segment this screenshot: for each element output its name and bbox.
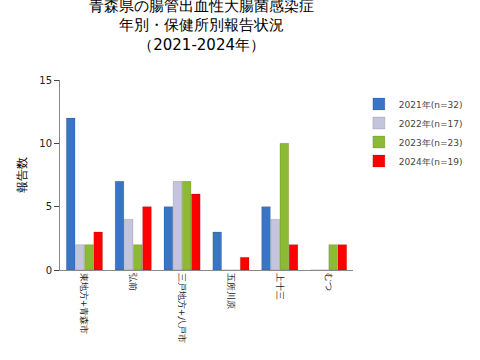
svg-text:五所川原: 五所川原: [226, 273, 236, 309]
svg-text:2024年(n=19): 2024年(n=19): [399, 157, 463, 167]
svg-text:東地方+青森市: 東地方+青森市: [79, 273, 89, 335]
svg-text:上十三: 上十三: [275, 273, 285, 300]
svg-text:10: 10: [39, 138, 52, 149]
svg-text:0: 0: [46, 265, 52, 276]
svg-text:15: 15: [39, 75, 52, 86]
svg-text:2023年(n=23): 2023年(n=23): [399, 138, 463, 148]
svg-text:5: 5: [46, 201, 52, 212]
svg-text:報告数: 報告数: [15, 157, 29, 193]
svg-text:三戸地方+八戸市: 三戸地方+八戸市: [177, 273, 187, 344]
svg-text:青森県の腸管出血性大腸菌感染症年別・保健所別報告状況（202: 青森県の腸管出血性大腸菌感染症年別・保健所別報告状況（2021-2024年）: [89, 0, 314, 54]
svg-text:2022年(n=17): 2022年(n=17): [399, 119, 463, 129]
svg-text:2021年(n=32): 2021年(n=32): [399, 100, 463, 110]
svg-text:むつ: むつ: [324, 273, 334, 291]
svg-text:弘前: 弘前: [128, 273, 138, 291]
